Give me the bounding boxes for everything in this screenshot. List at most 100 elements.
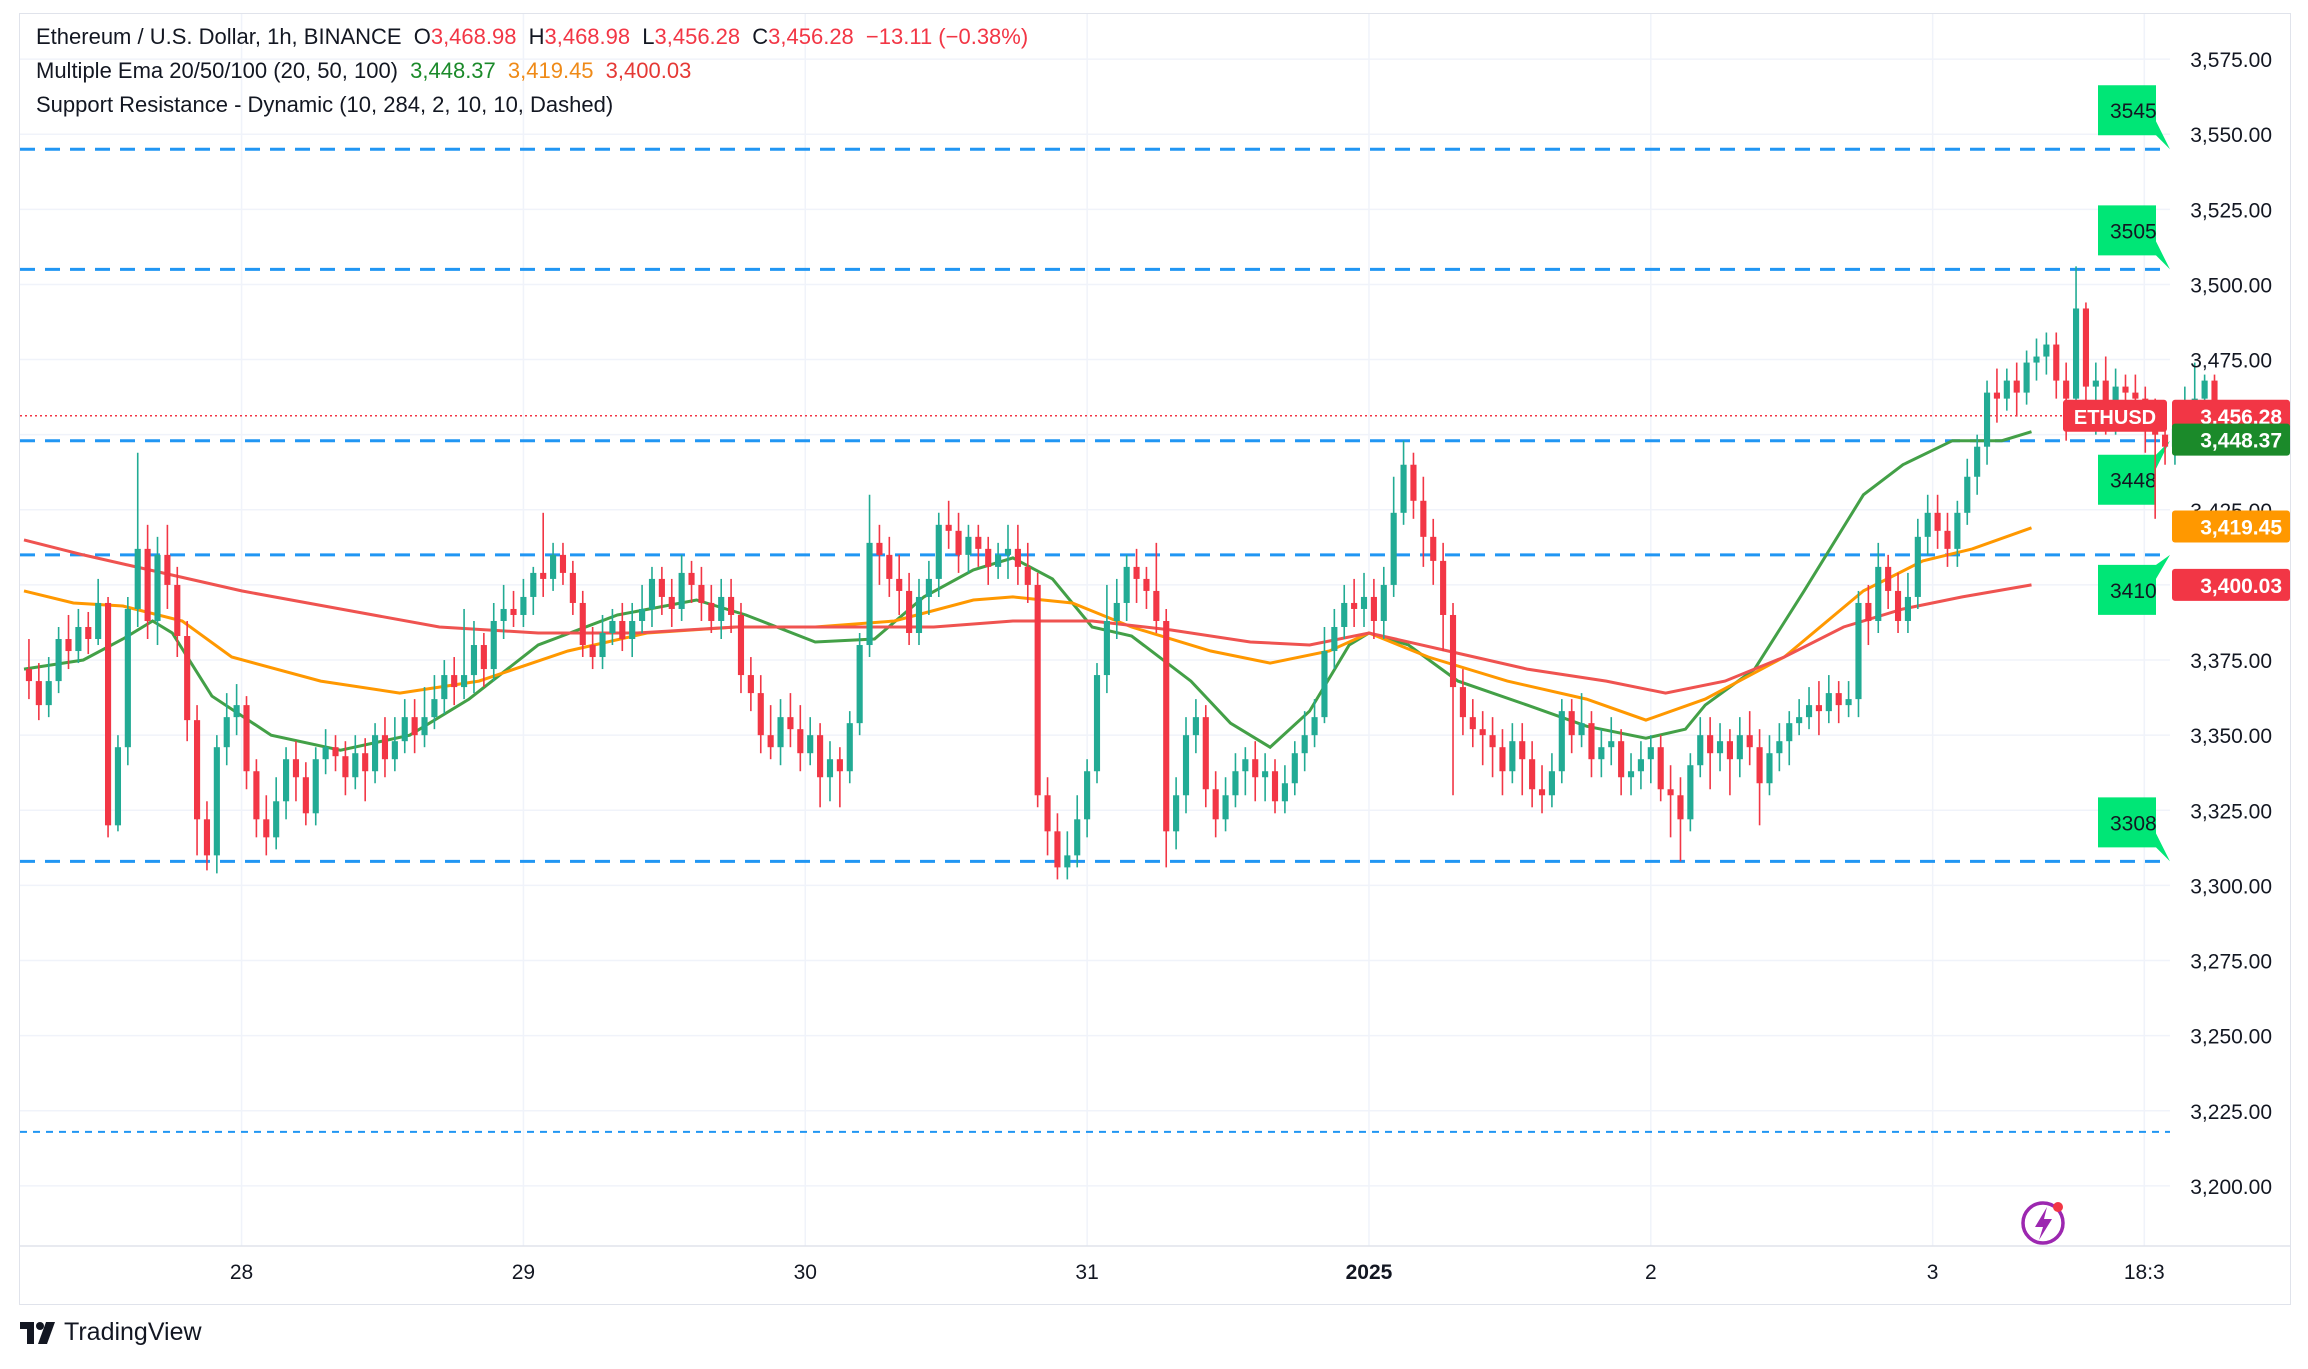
candle <box>520 578 527 627</box>
candle <box>1667 765 1674 838</box>
y-tick-label: 3,500.00 <box>2190 274 2272 297</box>
candle-body <box>1262 771 1269 778</box>
candle <box>1024 542 1031 603</box>
candle <box>2033 338 2040 381</box>
candle <box>1232 753 1239 808</box>
candle-body <box>995 554 1002 567</box>
candle-body <box>1182 735 1190 796</box>
candle <box>441 660 448 715</box>
candle <box>1014 524 1021 585</box>
candle-body <box>1805 705 1813 718</box>
candle <box>1934 494 1941 549</box>
candle <box>1805 687 1813 730</box>
candle <box>1845 681 1852 718</box>
candle-body <box>322 747 329 760</box>
candle-body <box>1449 614 1457 688</box>
candle-body <box>1548 771 1555 796</box>
candle <box>975 524 982 567</box>
ema-line-ema100 <box>23 538 2032 695</box>
candle <box>629 602 636 658</box>
legend-open-value: 3,468.98 <box>430 24 517 49</box>
candle-body <box>1430 536 1437 561</box>
candle-body <box>35 681 42 706</box>
legend-low-value: 3,456.28 <box>654 24 741 49</box>
candle-body <box>559 554 567 573</box>
candle-body <box>807 735 814 754</box>
candle-body <box>1716 741 1724 754</box>
candle-body <box>1687 765 1694 820</box>
candle <box>1875 542 1882 634</box>
y-tick-label: 3,375.00 <box>2190 650 2272 673</box>
candle-body <box>65 639 72 652</box>
candle <box>322 729 329 775</box>
candle <box>678 554 685 621</box>
candle <box>767 705 774 760</box>
candle-body <box>965 536 972 555</box>
candle <box>1449 602 1457 796</box>
candle-body <box>1509 741 1516 772</box>
candle-body <box>1311 717 1318 736</box>
candle-body <box>728 596 735 615</box>
candle-body <box>490 620 497 670</box>
candle-body <box>1894 590 1902 621</box>
time-axis: 28 29 30 31 2025 2 3 18:3 <box>20 1245 2290 1284</box>
candle <box>342 741 349 796</box>
candle <box>1173 777 1180 850</box>
candle-body <box>1479 729 1486 736</box>
candle-body <box>1707 735 1714 754</box>
candle-body <box>2043 344 2050 357</box>
candle <box>401 699 408 754</box>
x-tick-label: 31 <box>1075 1261 1098 1284</box>
candle-body <box>678 572 685 609</box>
alert-icon[interactable] <box>2021 1201 2065 1245</box>
candle <box>470 620 478 694</box>
candle-body <box>2023 362 2030 393</box>
sr-level-badge <box>2098 205 2170 270</box>
candle <box>609 608 616 646</box>
candle <box>1074 795 1081 868</box>
candle <box>955 512 962 573</box>
tradingview-logo[interactable]: TradingView <box>20 1318 202 1347</box>
candle <box>1143 566 1150 609</box>
candle-body <box>1004 548 1012 555</box>
legend-sr-row[interactable]: Support Resistance - Dynamic (10, 284, 2… <box>36 88 1028 122</box>
candle-body <box>2033 356 2040 363</box>
candle-body <box>1637 759 1644 772</box>
candle <box>747 657 754 712</box>
candle <box>1430 518 1437 585</box>
ema-line-ema50 <box>23 526 2033 722</box>
candle <box>1657 735 1664 802</box>
x-tick-label: 28 <box>230 1261 253 1284</box>
candle-body <box>1974 446 1981 477</box>
candle-body <box>1074 819 1081 856</box>
candle <box>708 584 715 634</box>
grid <box>20 14 2170 1246</box>
candle-body <box>1835 693 1842 706</box>
chart-frame[interactable] <box>19 13 2291 1305</box>
candle <box>1716 723 1724 772</box>
candle-body <box>114 747 122 826</box>
candle <box>1974 434 1981 495</box>
candle-body <box>1598 747 1605 760</box>
candle-body <box>1400 464 1407 513</box>
candle <box>1548 753 1555 808</box>
candle <box>1212 771 1219 838</box>
legend-ema-row[interactable]: Multiple Ema 20/50/100 (20, 50, 100) 3,4… <box>36 54 1028 88</box>
candle <box>1400 440 1407 525</box>
candle-body <box>1677 795 1684 820</box>
candle <box>1380 566 1387 640</box>
candle <box>391 717 398 772</box>
candle-body <box>619 620 626 640</box>
candle-body <box>1776 741 1783 754</box>
candle <box>1182 717 1190 814</box>
candle-body <box>668 596 675 609</box>
candle-body <box>1420 500 1427 537</box>
y-tick-label: 3,475.00 <box>2190 350 2272 373</box>
candle <box>233 684 240 736</box>
candle <box>55 626 62 694</box>
candle-body <box>1796 717 1803 724</box>
candle <box>352 735 359 790</box>
candle-body <box>1647 747 1654 760</box>
candle-body <box>648 578 656 609</box>
